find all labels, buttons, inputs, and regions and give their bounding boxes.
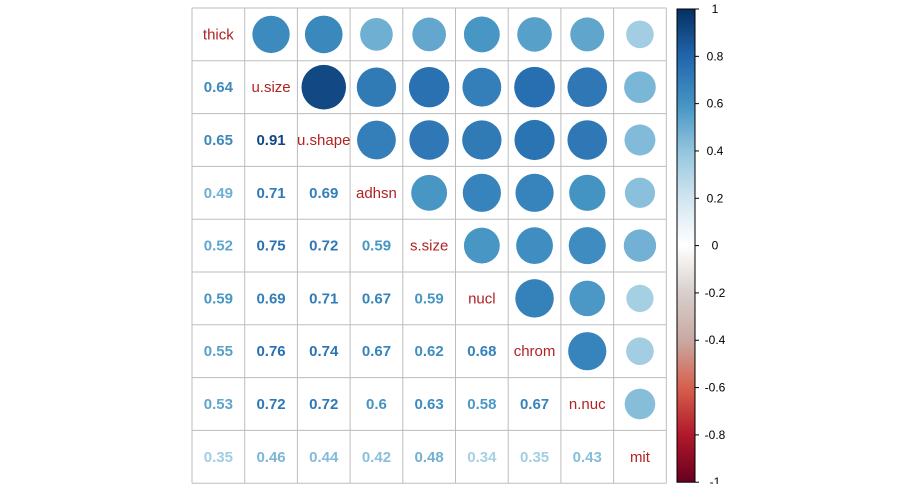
variable-label-u-size: u.size: [251, 79, 290, 96]
colorbar-tick-label: 0.2: [707, 191, 724, 205]
correlation-circle: [624, 71, 656, 104]
coefficient-label: 0.49: [204, 185, 233, 202]
coefficient-label: 0.67: [362, 290, 391, 307]
correlation-circle: [568, 227, 606, 265]
variable-label-n-nuc: n.nuc: [569, 396, 606, 413]
colorbar-tick-label: -0.4: [705, 333, 726, 347]
correlation-circle: [408, 66, 450, 108]
colorbar: 1 0.8 0.6 0.4 0.2 0 -0.2 -0.4 -0.6 -0.8 -1: [676, 2, 726, 484]
correlation-circle: [515, 173, 554, 212]
coefficient-label: 0.35: [204, 449, 233, 466]
coefficient-label: 0.62: [415, 343, 444, 360]
coefficient-label: 0.72: [256, 396, 285, 413]
coefficient-label: 0.69: [309, 185, 338, 202]
correlation-circle: [409, 120, 449, 160]
colorbar-tick-label: -1: [710, 475, 721, 484]
correlation-circle: [624, 124, 656, 156]
coefficient-label: 0.71: [309, 290, 338, 307]
correlation-circle: [462, 67, 502, 107]
correlation-circle: [624, 388, 656, 420]
coefficient-label: 0.43: [573, 449, 602, 466]
coefficient-label: 0.59: [204, 290, 233, 307]
coefficient-label: 0.72: [309, 238, 338, 255]
coefficient-label: 0.64: [204, 79, 234, 96]
colorbar-tick-label: 0.6: [707, 97, 724, 111]
correlation-circle: [568, 332, 607, 371]
colorbar-tick-label: -0.2: [705, 286, 726, 300]
correlation-circle: [567, 67, 608, 108]
coefficient-label: 0.76: [256, 343, 285, 360]
colorbar-tick-label: 1: [712, 2, 719, 16]
coefficient-label: 0.44: [309, 449, 339, 466]
correlation-circle: [514, 119, 555, 161]
correlation-circle: [626, 337, 654, 366]
colorbar-gradient: [676, 8, 696, 483]
coefficient-label: 0.71: [256, 185, 285, 202]
variable-label-nucl: nucl: [468, 290, 496, 307]
correlation-circle: [252, 15, 290, 54]
colorbar-tick-label: 0.8: [707, 49, 724, 63]
colorbar-tick-label: 0: [712, 239, 719, 253]
coefficient-label: 0.59: [415, 290, 444, 307]
coefficient-label: 0.59: [362, 238, 391, 255]
coefficient-label: 0.46: [256, 449, 285, 466]
variable-label-chrom: chrom: [514, 343, 556, 360]
variable-label-thick: thick: [203, 26, 234, 43]
coefficient-label: 0.91: [256, 132, 285, 149]
coefficient-label: 0.74: [309, 343, 339, 360]
correlation-circle: [623, 229, 657, 262]
coefficient-label: 0.6: [366, 396, 387, 413]
coefficient-label: 0.69: [256, 290, 285, 307]
coefficient-label: 0.75: [256, 238, 285, 255]
correlation-circle: [626, 20, 654, 49]
correlation-circle: [301, 64, 347, 110]
coefficient-label: 0.48: [415, 449, 444, 466]
correlation-circle: [462, 173, 501, 212]
correlation-circle: [514, 66, 555, 108]
matrix-grid: [191, 7, 667, 484]
matrix-cells: thick 0.64 u.size 0.65 0.91 u.shape 0.49 0.71 0.…: [203, 15, 657, 466]
coefficient-label: 0.55: [204, 343, 233, 360]
coefficient-label: 0.67: [520, 396, 549, 413]
correlation-circle: [463, 16, 500, 53]
correlation-circle: [567, 120, 608, 160]
colorbar-tick-label: -0.8: [705, 428, 726, 442]
correlation-circle: [517, 17, 552, 52]
coefficient-label: 0.53: [204, 396, 233, 413]
coefficient-label: 0.63: [415, 396, 444, 413]
variable-label-u-shape: u.shape: [297, 132, 350, 149]
correlation-circle: [360, 18, 393, 51]
correlation-circle: [356, 67, 397, 107]
coefficient-label: 0.34: [467, 449, 497, 466]
coefficient-label: 0.68: [467, 343, 496, 360]
coefficient-label: 0.72: [309, 396, 338, 413]
correlation-circle: [462, 120, 502, 160]
variable-label-mit: mit: [630, 449, 651, 466]
correlation-circle: [463, 227, 500, 264]
correlation-circle: [624, 177, 656, 208]
correlation-circle: [569, 280, 606, 317]
correlation-circle: [411, 174, 448, 211]
coefficient-label: 0.42: [362, 449, 391, 466]
coefficient-label: 0.65: [204, 132, 233, 149]
correlation-circle: [357, 120, 396, 160]
correlation-circle: [304, 15, 343, 54]
colorbar-tick-label: -0.6: [705, 381, 726, 395]
variable-label-s-size: s.size: [410, 238, 448, 255]
correlation-circle: [516, 227, 553, 264]
coefficient-label: 0.35: [520, 449, 549, 466]
coefficient-label: 0.58: [467, 396, 496, 413]
coefficient-label: 0.52: [204, 238, 233, 255]
correlation-circle: [412, 17, 446, 52]
correlation-circle: [515, 279, 554, 318]
coefficient-label: 0.67: [362, 343, 391, 360]
correlation-circle: [570, 17, 605, 52]
correlation-circle: [569, 174, 606, 211]
variable-label-adhsn: adhsn: [356, 185, 397, 202]
correlation-circle: [626, 284, 654, 313]
colorbar-tick-label: 0.4: [707, 144, 724, 158]
